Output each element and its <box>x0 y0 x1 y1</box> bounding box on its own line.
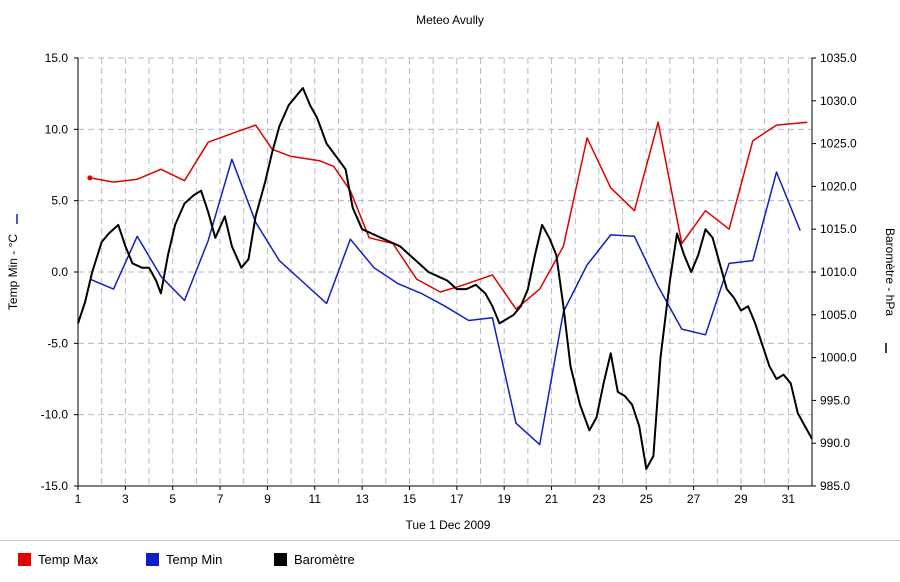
legend: Temp Max Temp Min Baromètre <box>18 552 402 567</box>
legend-separator <box>0 540 900 541</box>
series-line-barom-tre <box>77 87 813 470</box>
series-line-temp-max <box>89 121 808 310</box>
legend-swatch-temp-min <box>146 553 159 566</box>
series-layer <box>77 87 813 470</box>
y-tick-label-right: 990.0 <box>820 436 850 450</box>
x-tick-label: 27 <box>687 492 701 506</box>
y-tick-label-right: 1035.0 <box>820 51 857 65</box>
x-tick-label: 1 <box>75 492 82 506</box>
x-tick-label: 3 <box>122 492 129 506</box>
chart-title: Meteo Avully <box>416 13 484 27</box>
x-tick-label: 25 <box>640 492 654 506</box>
y-tick-label-right: 985.0 <box>820 479 850 493</box>
x-tick-label: 21 <box>545 492 559 506</box>
y-tick-label-right: 1030.0 <box>820 94 857 108</box>
y-tick-label-left: -5.0 <box>47 336 68 350</box>
x-axis-label: Tue 1 Dec 2009 <box>406 518 491 532</box>
legend-label: Temp Min <box>166 552 223 567</box>
y-tick-label-left: 10.0 <box>45 122 69 136</box>
y-tick-label-right: 995.0 <box>820 393 850 407</box>
y-tick-label-left: -15.0 <box>41 479 69 493</box>
x-tick-label: 31 <box>782 492 796 506</box>
grid <box>77 57 813 487</box>
legend-item-temp-max: Temp Max <box>18 552 146 567</box>
legend-swatch-barometre <box>274 553 287 566</box>
legend-swatch-temp-max <box>18 553 31 566</box>
legend-item-temp-min: Temp Min <box>146 552 274 567</box>
y-tick-label-left: 15.0 <box>45 51 69 65</box>
legend-label: Baromètre <box>294 552 355 567</box>
y-tick-label-left: 5.0 <box>51 194 68 208</box>
y-tick-label-right: 1000.0 <box>820 351 857 365</box>
y-tick-label-left: 0.0 <box>51 265 68 279</box>
y-tick-label-right: 1025.0 <box>820 137 857 151</box>
legend-label: Temp Max <box>38 552 98 567</box>
axes: 1 3 5 7 9 11 13 15 17 19 21 23 25 27 29 3115.010.05.00.… <box>41 51 857 506</box>
x-tick-label: 5 <box>169 492 176 506</box>
x-tick-label: 13 <box>355 492 369 506</box>
x-tick-label: 11 <box>309 492 322 506</box>
series-line-temp-min <box>89 158 801 446</box>
series-start-point <box>87 175 93 181</box>
y-axis-label-right: Baromètre - hPa <box>883 228 897 316</box>
x-tick-label: 7 <box>217 492 224 506</box>
chart: Meteo Avully 1 3 5 7 9 11 13 15 17 19 21 23 25 27 29 31… <box>6 13 897 532</box>
x-tick-label: 29 <box>734 492 748 506</box>
y-tick-label-left: -10.0 <box>41 408 69 422</box>
y-axis-label-left: Temp Min - °C <box>6 234 20 310</box>
x-tick-label: 15 <box>403 492 417 506</box>
y-tick-label-right: 1010.0 <box>820 265 857 279</box>
y-tick-label-right: 1020.0 <box>820 179 857 193</box>
x-tick-label: 19 <box>498 492 512 506</box>
x-tick-label: 23 <box>592 492 606 506</box>
legend-item-barometre: Baromètre <box>274 552 402 567</box>
x-tick-label: 9 <box>264 492 271 506</box>
x-tick-label: 17 <box>450 492 464 506</box>
y-tick-label-right: 1015.0 <box>820 222 857 236</box>
y-tick-label-right: 1005.0 <box>820 308 857 322</box>
